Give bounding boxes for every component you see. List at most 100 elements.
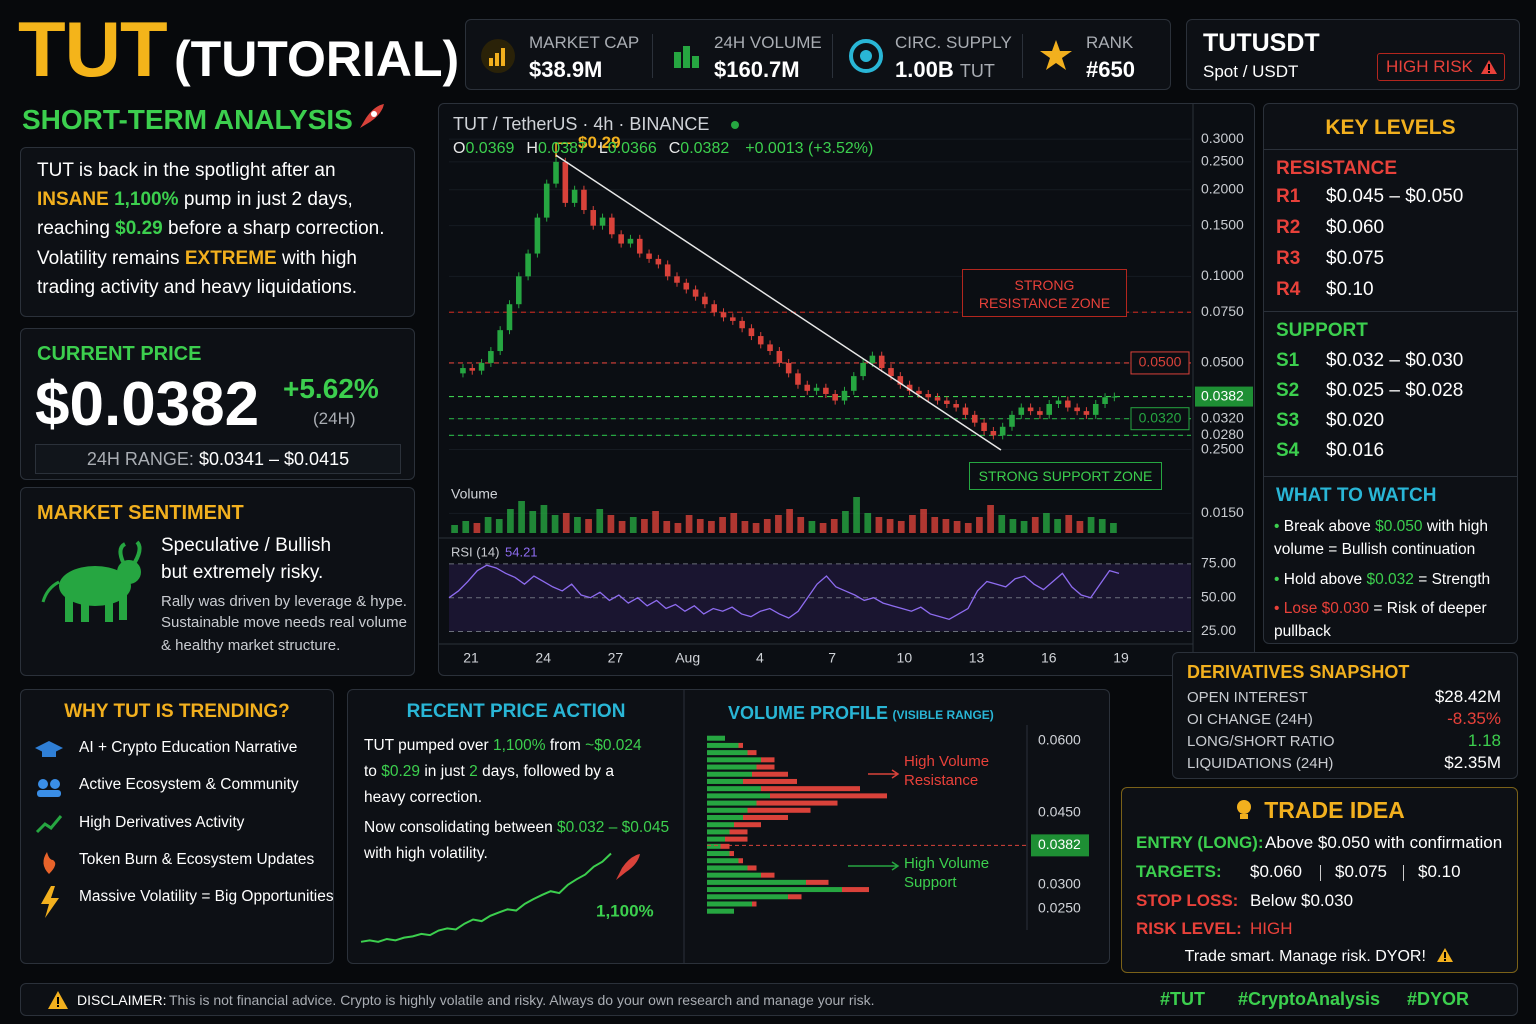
deriv-value: -8.35%	[1447, 709, 1501, 728]
vp-buy-bar	[707, 908, 734, 914]
live-dot	[731, 121, 739, 129]
rocket-icon	[616, 854, 640, 880]
trendline	[555, 154, 1002, 451]
ohlc-value: 0.0366	[607, 140, 657, 157]
intro-line: INSANE 1,100% pump in just 2 days,	[37, 189, 353, 211]
volume-bar	[1098, 519, 1106, 533]
current-label: 0.0382	[1201, 387, 1244, 403]
candle	[832, 393, 838, 401]
level-range: $0.025 – $0.028	[1326, 380, 1464, 401]
subtitle: SHORT-TERM ANALYSIS	[22, 104, 353, 135]
targets-label: TARGETS:	[1136, 862, 1222, 881]
trending-item: Token Burn & Ecosystem Updates	[79, 851, 315, 868]
volume-bar	[529, 511, 537, 533]
watch-item: • Lose $0.030 = Risk of deeper pullback	[1274, 597, 1512, 643]
candle	[785, 362, 792, 374]
volume-bar	[507, 509, 514, 533]
recent-line: heavy correction.	[364, 789, 482, 807]
x-tick-label: 13	[969, 650, 985, 666]
candle	[674, 276, 680, 283]
deriv-label: OPEN INTEREST	[1187, 689, 1308, 706]
candle	[906, 384, 913, 391]
candle	[1065, 400, 1071, 408]
candle	[720, 312, 727, 318]
risk-label: RISK LEVEL:	[1136, 919, 1242, 938]
volume-bar	[976, 517, 983, 533]
text: in just	[424, 763, 465, 780]
vp-arrow	[868, 769, 900, 779]
section-title: DERIVATIVES SNAPSHOT	[1187, 662, 1410, 682]
candle	[478, 362, 485, 371]
candle	[609, 217, 615, 235]
stat-label: RANK	[1086, 33, 1134, 52]
vp-sell-bar	[752, 771, 788, 777]
vp-current-label: 0.0382	[1038, 836, 1081, 852]
ohlc-key: O	[453, 140, 466, 157]
level-range: $0.020	[1326, 410, 1385, 431]
vp-arrow	[848, 861, 900, 871]
text: Hold above	[1283, 571, 1363, 588]
level-range: $0.10	[1326, 279, 1374, 300]
volume-bar	[641, 519, 648, 533]
pair-market: Spot / USDT	[1203, 62, 1299, 81]
volume-bar	[786, 509, 793, 533]
level-name: S4	[1276, 440, 1300, 461]
candle	[990, 431, 997, 436]
vp-sell-bar	[738, 742, 743, 748]
note-line: High Volume	[904, 855, 990, 872]
vp-buy-bar	[707, 836, 725, 842]
section-title: MARKET SENTIMENT	[37, 502, 244, 524]
candle	[460, 368, 466, 374]
sentiment-detail: & healthy market structure.	[161, 637, 341, 654]
price-change: +5.62%	[283, 373, 379, 404]
deriv-value: $2.35M	[1444, 753, 1501, 772]
ohlc: O0.0369 H0.0387 L0.0366 C0.0382 +0.0013 (+3.…	[453, 140, 873, 158]
candle	[469, 368, 476, 371]
volume-bar	[618, 521, 626, 533]
level-name: R3	[1276, 248, 1301, 269]
candle	[999, 426, 1006, 436]
candle	[971, 414, 978, 423]
volume-bar	[819, 523, 827, 533]
text: Break above	[1283, 518, 1371, 535]
level-range: $0.016	[1326, 440, 1385, 461]
recent-line: to $0.29 in just 2 days, followed by a	[364, 763, 614, 781]
candle	[664, 264, 671, 277]
sentiment-panel: MARKET SENTIMENT Speculative / Bullish b…	[20, 487, 415, 676]
deriv-label: LIQUIDATIONS (24H)	[1187, 755, 1334, 772]
candle	[1083, 411, 1090, 415]
derivatives-panel: DERIVATIVES SNAPSHOT OPEN INTEREST $28.42…	[1172, 652, 1518, 779]
vp-sell-bar	[729, 851, 734, 857]
section-title: RECENT PRICE ACTION	[406, 701, 626, 722]
pair-box: TUTUSDT Spot / USDT HIGH RISK	[1186, 19, 1520, 90]
entry-value: Above $0.050 with confirmation	[1265, 833, 1503, 852]
entry-label: ENTRY (LONG):	[1136, 833, 1264, 852]
sentiment-detail: Rally was driven by leverage & hype.	[161, 593, 407, 610]
title-text: VOLUME PROFILE	[728, 703, 889, 723]
volume-bar	[663, 521, 671, 533]
candle	[516, 276, 522, 305]
volume-bar	[451, 525, 458, 533]
y-tick-label: 0.0150	[1201, 504, 1244, 520]
candle	[571, 189, 578, 203]
recent-line: Now consolidating between $0.032 – $0.04…	[364, 819, 669, 837]
sentiment-headline: Speculative / Bullish	[161, 535, 332, 556]
ohlc-key: L	[598, 140, 608, 157]
level-label: 0.0500	[1139, 354, 1182, 370]
vp-buy-bar	[707, 807, 748, 813]
deriv-value: 1.18	[1467, 731, 1501, 750]
resistance-zone: STRONG RESISTANCE ZONE	[962, 269, 1127, 317]
y-tick-label: 0.0280	[1201, 426, 1244, 442]
candle	[692, 289, 699, 297]
text: reaching	[37, 218, 110, 239]
vp-current-badge	[1031, 834, 1089, 857]
candle	[636, 238, 643, 254]
vp-buy-bar	[707, 851, 730, 857]
vp-buy-bar	[707, 872, 761, 878]
candle	[534, 217, 541, 254]
y-tick-label: 0.0320	[1201, 409, 1244, 425]
vp-support-note: High Volume Support	[904, 854, 989, 892]
candle	[795, 373, 801, 385]
trending-item: Massive Volatility = Big Opportunities	[79, 888, 334, 905]
recent-line: TUT pumped over 1,100% from ~$0.024	[364, 737, 642, 755]
